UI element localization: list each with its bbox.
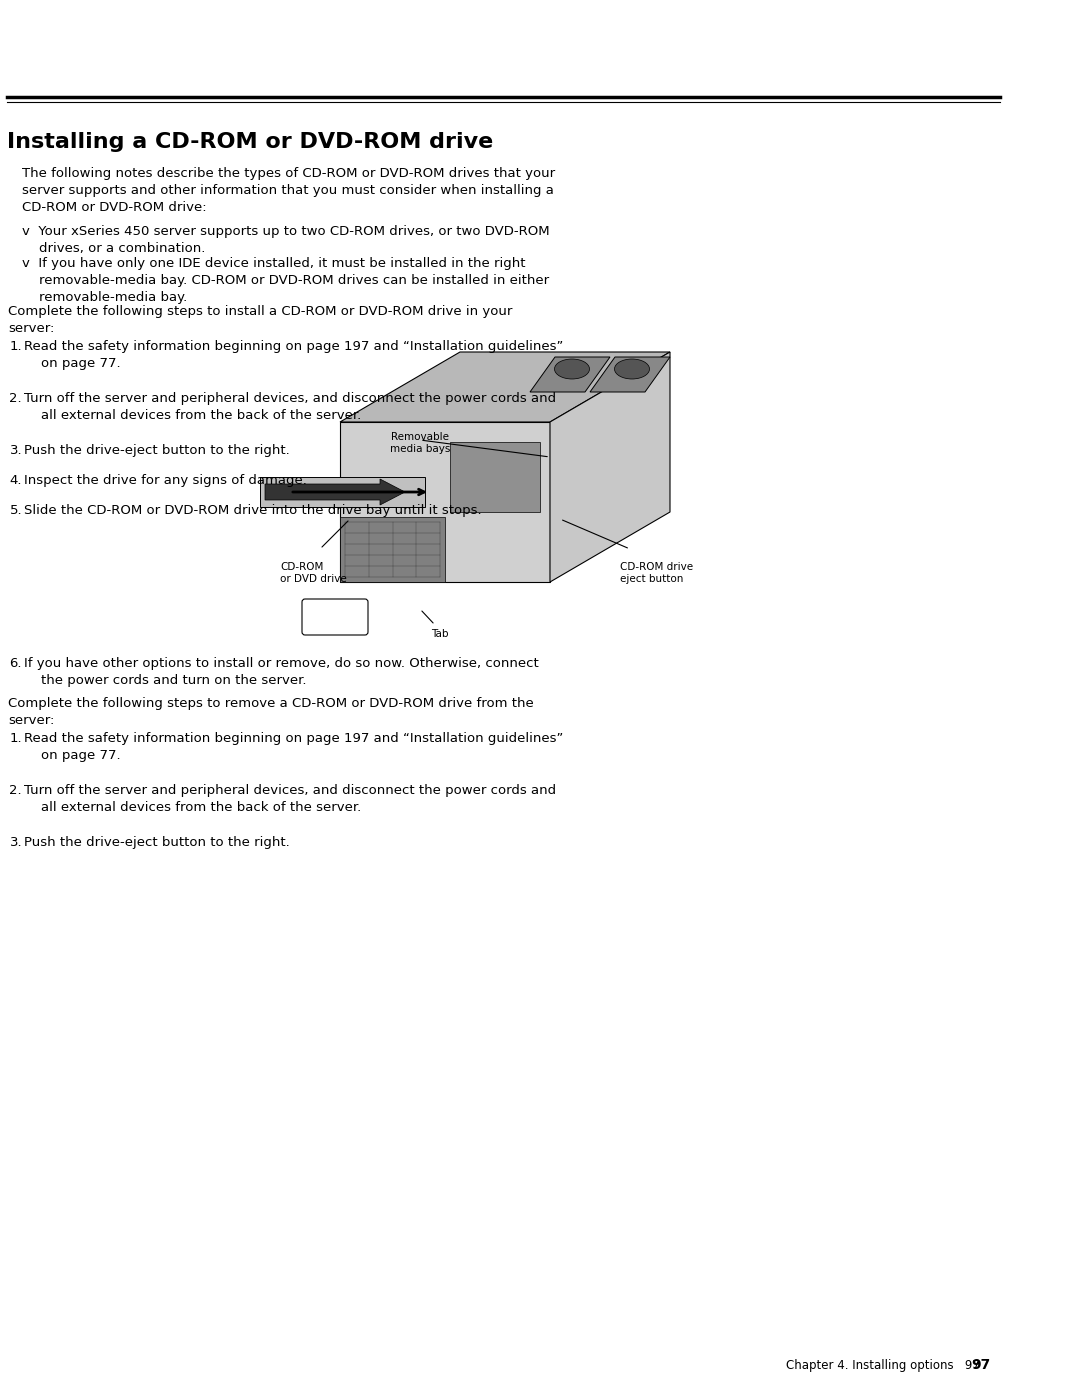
Text: 3.: 3.	[10, 444, 22, 457]
Text: CD-ROM
or DVD drive: CD-ROM or DVD drive	[280, 562, 347, 584]
Polygon shape	[550, 352, 670, 583]
Polygon shape	[590, 358, 670, 393]
Text: Push the drive-eject button to the right.: Push the drive-eject button to the right…	[25, 444, 291, 457]
Ellipse shape	[554, 359, 590, 379]
Text: Complete the following steps to remove a CD-ROM or DVD-ROM drive from the
server: Complete the following steps to remove a…	[8, 697, 534, 726]
Text: 6.: 6.	[10, 657, 22, 671]
Polygon shape	[450, 441, 540, 511]
Text: 4.: 4.	[10, 474, 22, 488]
Text: 5.: 5.	[10, 504, 22, 517]
Text: 2.: 2.	[10, 784, 22, 798]
Text: Read the safety information beginning on page 197 and “Installation guidelines”
: Read the safety information beginning on…	[25, 732, 564, 761]
Ellipse shape	[615, 359, 649, 379]
Polygon shape	[530, 358, 610, 393]
Text: 1.: 1.	[10, 732, 22, 745]
Polygon shape	[340, 352, 670, 422]
Text: The following notes describe the types of CD-ROM or DVD-ROM drives that your
ser: The following notes describe the types o…	[23, 168, 555, 214]
Text: 2.: 2.	[10, 393, 22, 405]
Text: CD-ROM drive
eject button: CD-ROM drive eject button	[620, 562, 693, 584]
Text: Complete the following steps to install a CD-ROM or DVD-ROM drive in your
server: Complete the following steps to install …	[8, 305, 512, 335]
Text: 3.: 3.	[10, 835, 22, 849]
Text: Tab: Tab	[431, 629, 449, 638]
Polygon shape	[260, 476, 426, 507]
Text: Push the drive-eject button to the right.: Push the drive-eject button to the right…	[25, 835, 291, 849]
Text: Chapter 4. Installing options   97: Chapter 4. Installing options 97	[786, 1359, 980, 1372]
Text: Installing a CD-ROM or DVD-ROM drive: Installing a CD-ROM or DVD-ROM drive	[6, 131, 494, 152]
Text: If you have other options to install or remove, do so now. Otherwise, connect
  : If you have other options to install or …	[25, 657, 539, 687]
Text: 97: 97	[971, 1358, 990, 1372]
Polygon shape	[340, 422, 550, 583]
FancyBboxPatch shape	[302, 599, 368, 636]
Text: Slide the CD-ROM or DVD-ROM drive into the drive bay until it stops.: Slide the CD-ROM or DVD-ROM drive into t…	[25, 504, 482, 517]
Text: 1.: 1.	[10, 339, 22, 353]
Text: Inspect the drive for any signs of damage.: Inspect the drive for any signs of damag…	[25, 474, 308, 488]
Text: Turn off the server and peripheral devices, and disconnect the power cords and
 : Turn off the server and peripheral devic…	[25, 393, 556, 422]
Text: v  If you have only one IDE device installed, it must be installed in the right
: v If you have only one IDE device instal…	[23, 257, 550, 305]
Polygon shape	[265, 479, 405, 504]
Text: Read the safety information beginning on page 197 and “Installation guidelines”
: Read the safety information beginning on…	[25, 339, 564, 370]
Text: v  Your xSeries 450 server supports up to two CD-ROM drives, or two DVD-ROM
    : v Your xSeries 450 server supports up to…	[23, 225, 550, 256]
Text: Removable
media bays: Removable media bays	[390, 432, 450, 454]
Polygon shape	[340, 517, 445, 583]
Text: Turn off the server and peripheral devices, and disconnect the power cords and
 : Turn off the server and peripheral devic…	[25, 784, 556, 814]
